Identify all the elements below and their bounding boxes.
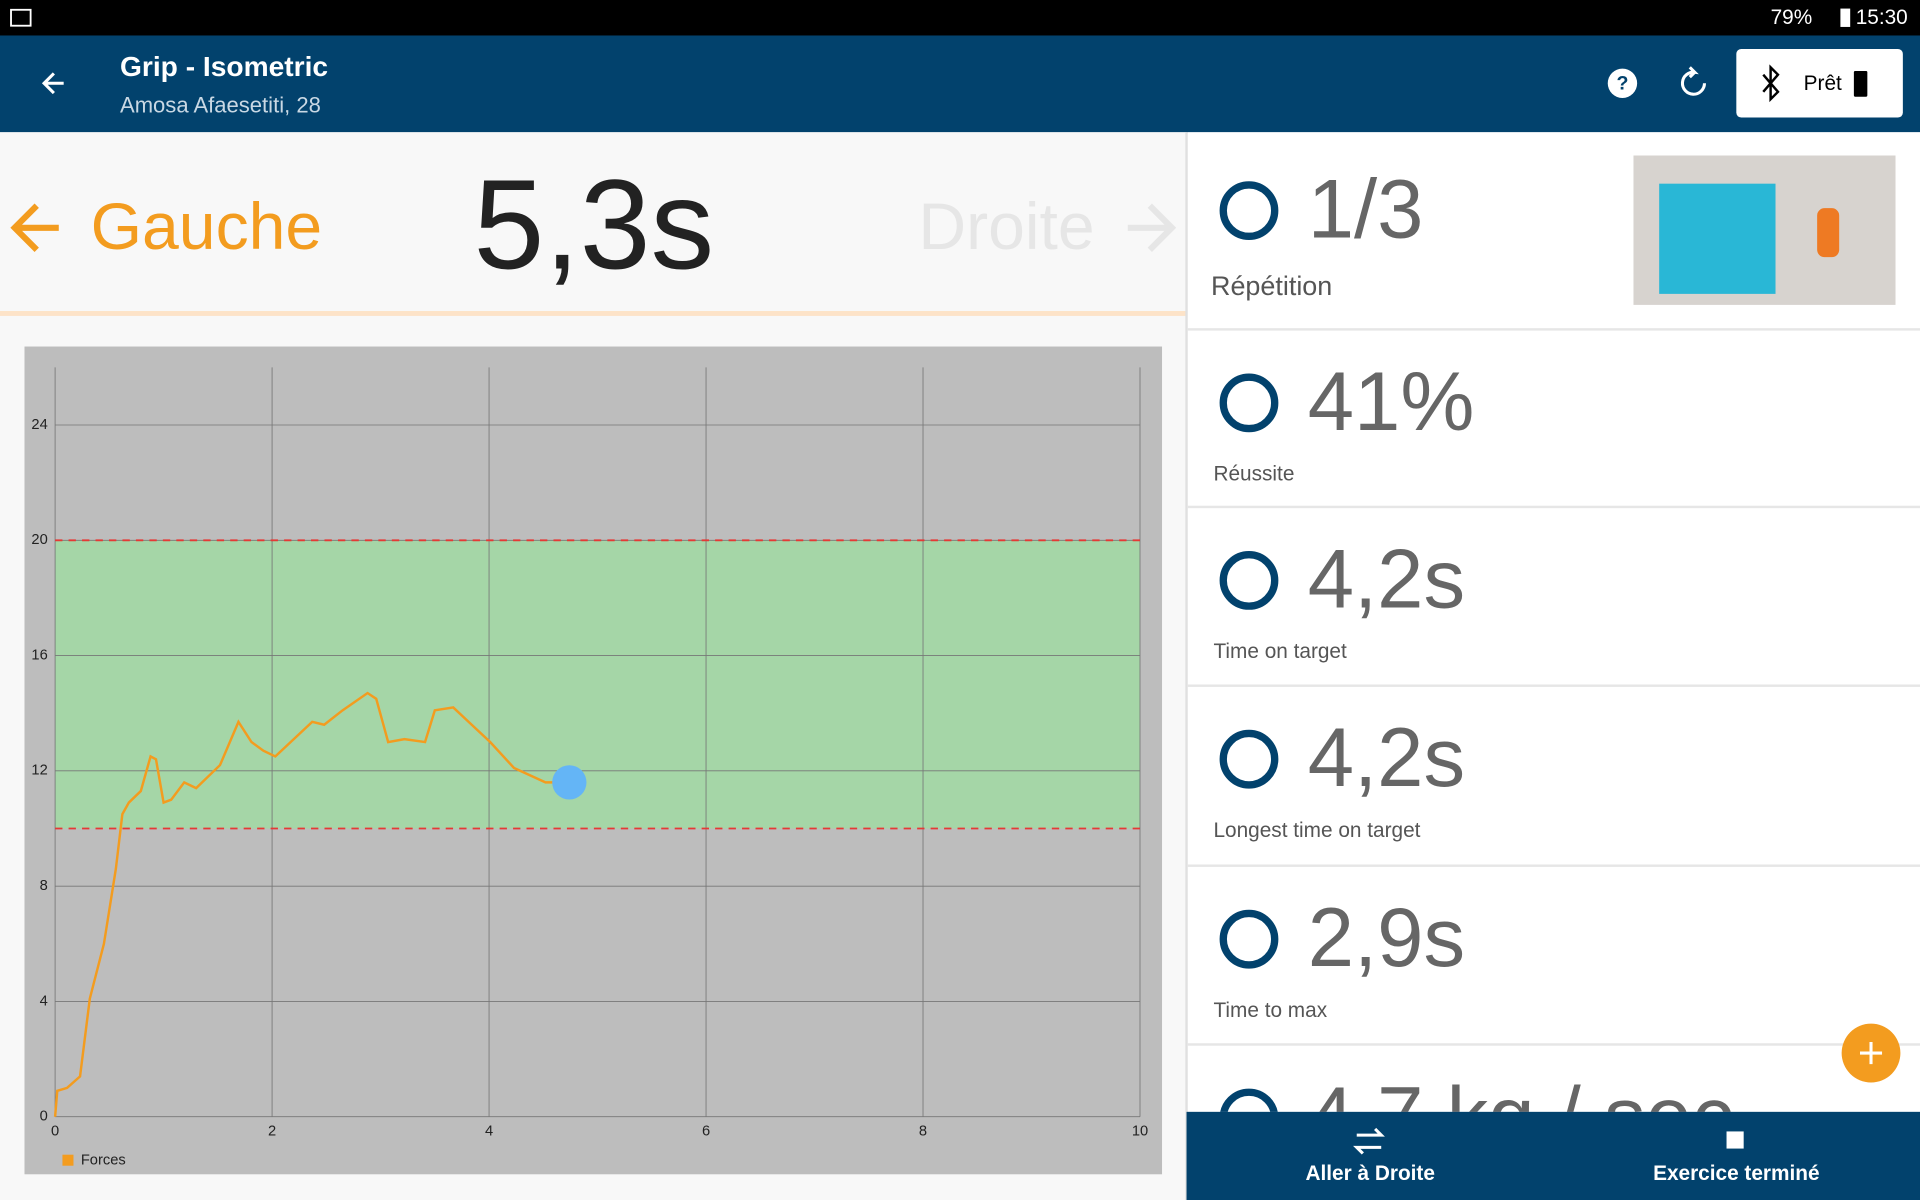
y-tick-label: 20 (31, 532, 47, 548)
y-tick-label: 24 (31, 417, 47, 433)
help-icon: ? (1616, 73, 1628, 95)
app-bar (0, 35, 1920, 133)
device-status-button[interactable] (1736, 48, 1903, 118)
y-tick-label: 16 (31, 647, 47, 663)
metric-icon (1219, 181, 1279, 240)
back-button[interactable] (41, 72, 64, 95)
metric-value: 4,7 kg / sec (1308, 1070, 1734, 1163)
patient-name: Amosa Afaesetiti, 28 (120, 92, 321, 117)
metric-value: 1/3 (1308, 163, 1424, 256)
battery-level: 79% (1771, 6, 1813, 29)
side-left[interactable]: Gauche (91, 190, 323, 264)
row-divider (1187, 1043, 1920, 1046)
metric-icon (1219, 551, 1279, 610)
metric-label: Time on target (1213, 640, 1347, 663)
add-icon (1860, 1042, 1883, 1065)
x-tick-label: 6 (702, 1123, 710, 1139)
bluetooth-icon (1762, 64, 1780, 103)
metric-value: 4,2s (1308, 532, 1465, 625)
right-panel (1187, 132, 1920, 1200)
screen-title: Grip - Isometric (120, 51, 328, 82)
status-bar (0, 0, 1920, 36)
timer: 5,3s (474, 154, 715, 296)
x-tick-label: 4 (485, 1123, 493, 1139)
row-divider (1187, 864, 1920, 867)
y-tick-label: 8 (40, 878, 48, 894)
metric-label: Time to max (1213, 999, 1327, 1022)
metric-label: Longest time on target (1213, 819, 1420, 842)
switch-side-button[interactable]: Aller à Droite (1305, 1162, 1434, 1185)
legend-swatch (62, 1154, 74, 1166)
force-line (53, 691, 570, 1117)
metric-icon (1219, 909, 1279, 969)
y-tick-label: 4 (40, 993, 48, 1009)
metrics-list: 1/3 Répétition 41% Réussite 4,2s Time on targ… (1187, 163, 1920, 1163)
metric-value: 4,2s (1308, 711, 1465, 804)
clock: 15:30 (1856, 6, 1908, 29)
exercise-image-shirt (1659, 183, 1776, 294)
panel-divider (1185, 132, 1188, 1200)
x-tick-label: 2 (268, 1123, 276, 1139)
current-point (552, 765, 587, 800)
metric-label: Répétition (1211, 271, 1332, 301)
bottom-bar (1186, 1111, 1920, 1200)
x-tick-label: 0 (51, 1123, 59, 1139)
switch-icon (1353, 1127, 1385, 1155)
target-zone (55, 540, 1140, 829)
device-battery-icon (1853, 71, 1868, 97)
row-divider (1187, 684, 1920, 687)
side-right[interactable]: Droite (918, 190, 1094, 264)
right-arrow (1127, 203, 1177, 252)
left-arrow[interactable] (10, 203, 59, 252)
image-icon (10, 8, 32, 27)
side-progress (0, 311, 1187, 316)
legend-label: Forces (81, 1153, 126, 1169)
battery-icon (1840, 8, 1851, 27)
y-tick-label: 12 (31, 763, 47, 779)
x-tick-label: 10 (1132, 1123, 1148, 1139)
row-divider (1187, 505, 1920, 509)
x-tick-label: 8 (919, 1123, 927, 1139)
metric-label: Réussite (1213, 463, 1294, 486)
metric-icon (1219, 729, 1279, 789)
metric-icon (1219, 373, 1279, 433)
reset-button[interactable] (1680, 66, 1707, 96)
exercise-image-gripper (1817, 208, 1840, 258)
metric-icon (1220, 1088, 1278, 1112)
help-button[interactable] (1607, 68, 1638, 98)
stop-icon (1726, 1131, 1744, 1149)
row-divider (1187, 328, 1920, 331)
metric-value: 41% (1308, 355, 1475, 448)
metric-value: 2,9s (1308, 891, 1465, 984)
finish-button[interactable]: Exercice terminé (1653, 1162, 1819, 1185)
device-status: Prêt (1804, 72, 1842, 95)
y-tick-label: 0 (40, 1109, 48, 1125)
